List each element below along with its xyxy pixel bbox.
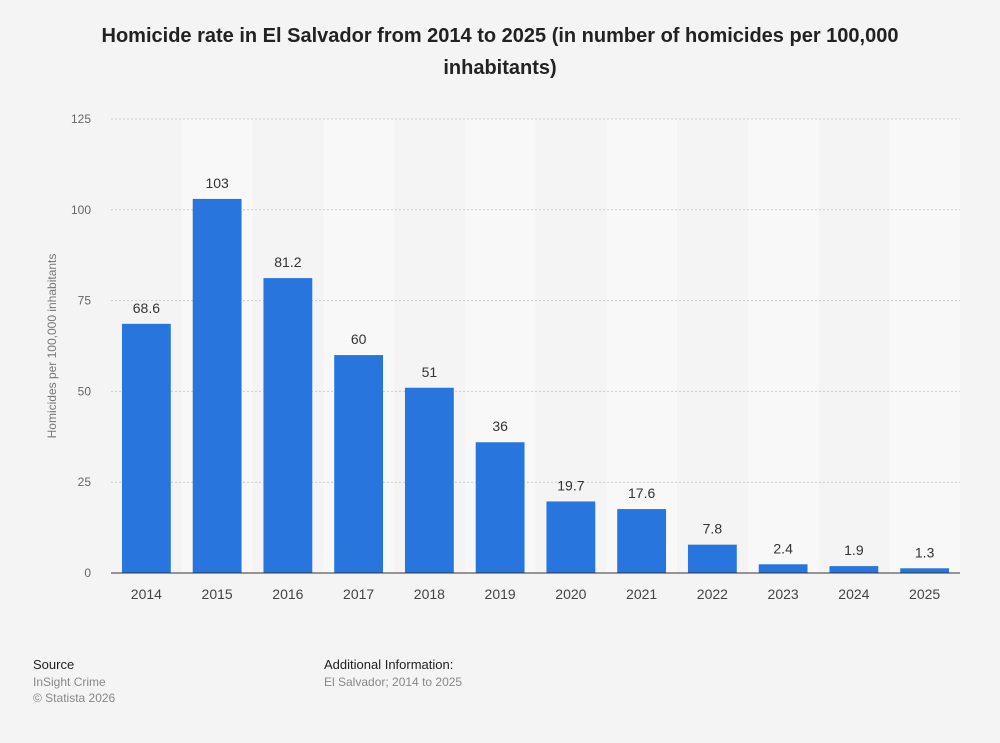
y-tick-label: 25 [78,475,92,489]
data-label: 1.3 [915,544,935,560]
data-label: 2.4 [773,540,793,556]
gridlines [111,118,960,483]
x-axis-ticks: 2014 2015 2016 2017 2018 2019 2020 2021 2022 2023… [131,586,941,602]
bar [829,566,879,573]
y-axis-label: Homicides per 100,000 inhabitants [45,254,59,439]
additional-info-text: El Salvador; 2014 to 2025 [324,675,463,689]
source-line: InSight Crime [33,675,106,689]
y-tick-label: 125 [71,112,91,126]
chart-title: Homicide rate in El Salvador from 2014 t… [101,25,899,79]
bar [263,278,313,573]
x-tick-label: 2023 [768,586,799,602]
data-label: 1.9 [844,542,864,558]
bar [475,442,525,573]
bar [900,568,950,573]
source-heading: Source [33,657,75,672]
data-label: 103 [205,175,229,191]
column-band [889,119,960,573]
data-label: 81.2 [274,254,301,270]
data-label: 19.7 [557,477,584,493]
x-tick-label: 2016 [272,586,303,602]
y-tick-label: 100 [71,203,91,217]
bar [758,564,808,573]
bar [192,198,242,574]
x-tick-label: 2019 [485,586,516,602]
bar [546,501,596,573]
x-tick-label: 2014 [131,586,162,602]
data-labels: 68.6 103 81.2 60 51 36 19.7 17.6 7.8 2.4 1.9 1.3 [133,175,935,560]
x-tick-label: 2018 [414,586,445,602]
x-tick-label: 2021 [626,586,657,602]
copyright-line: © Statista 2026 [33,691,116,705]
y-tick-label: 0 [84,566,91,580]
data-label: 17.6 [628,485,655,501]
column-band [606,119,677,573]
data-label: 7.8 [703,521,723,537]
x-tick-label: 2022 [697,586,728,602]
x-tick-label: 2020 [555,586,586,602]
x-tick-label: 2024 [838,586,869,602]
data-label: 68.6 [133,300,160,316]
bar [404,387,454,573]
bars [121,198,950,574]
x-tick-label: 2015 [202,586,233,602]
x-tick-label: 2017 [343,586,374,602]
data-label: 36 [492,418,508,434]
bar [334,355,384,573]
additional-info-heading: Additional Information: [324,657,454,672]
y-tick-label: 75 [78,294,92,308]
data-label: 60 [351,331,367,347]
column-band [747,119,819,573]
y-axis-ticks: 0 25 50 75 100 125 [71,112,91,580]
data-label: 51 [422,364,438,380]
y-tick-label: 50 [78,384,92,398]
bar [617,509,667,573]
x-tick-label: 2025 [909,586,940,602]
bar [687,544,737,573]
bar [121,323,171,573]
